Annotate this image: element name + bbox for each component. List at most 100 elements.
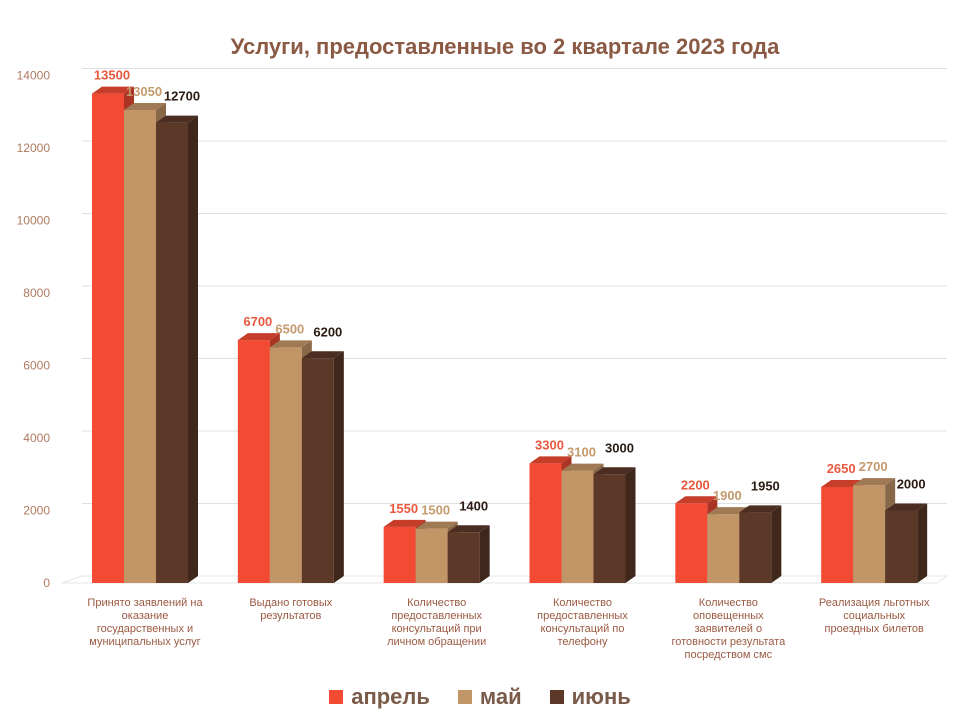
bar-top bbox=[269, 340, 312, 348]
data-label: 6200 bbox=[313, 324, 342, 339]
data-label: 2000 bbox=[897, 477, 926, 492]
y-tick-label: 12000 bbox=[17, 141, 51, 155]
bar-апрель bbox=[529, 463, 562, 583]
x-tick-label: Количество bbox=[553, 597, 612, 609]
bar-апрель bbox=[675, 503, 708, 583]
bar-апрель bbox=[383, 526, 416, 583]
bar-top bbox=[561, 463, 604, 471]
bar-июнь bbox=[885, 510, 918, 583]
x-tick-label: предоставленных bbox=[391, 610, 482, 622]
x-tick-label: муниципальных услуг bbox=[89, 636, 200, 648]
x-tick-label: предоставленных bbox=[537, 610, 628, 622]
y-tick-label: 8000 bbox=[23, 286, 50, 300]
data-label: 6700 bbox=[243, 314, 272, 329]
legend-swatch bbox=[457, 690, 472, 704]
bar-top bbox=[853, 478, 896, 486]
data-label: 3300 bbox=[535, 437, 564, 452]
bar-апрель bbox=[821, 486, 854, 583]
data-label: 1550 bbox=[389, 501, 418, 516]
bar-май bbox=[269, 347, 302, 583]
x-tick-label: заявителей о bbox=[695, 623, 763, 635]
data-label: 2700 bbox=[859, 459, 888, 474]
bar-top bbox=[124, 102, 166, 110]
data-label: 3000 bbox=[605, 440, 634, 455]
x-tick-label: Реализация льготных bbox=[819, 597, 930, 609]
legend: апрель май июнь bbox=[0, 684, 960, 710]
y-tick-label: 6000 bbox=[23, 359, 50, 373]
bar-top bbox=[301, 351, 344, 359]
x-tick-label: Количество bbox=[407, 597, 466, 609]
bar-май bbox=[853, 485, 886, 583]
y-tick-label: 10000 bbox=[17, 214, 51, 228]
data-label: 3100 bbox=[567, 445, 596, 460]
bar-top bbox=[675, 496, 718, 504]
x-tick-label: телефону bbox=[558, 636, 608, 648]
legend-item: апрель bbox=[329, 684, 430, 710]
y-tick-label: 0 bbox=[43, 576, 50, 590]
x-tick-label: социальных bbox=[843, 610, 905, 622]
x-tick-label: Принято заявлений на bbox=[87, 597, 203, 609]
bar-side bbox=[917, 503, 928, 583]
bar-июнь bbox=[301, 358, 334, 583]
bar-top bbox=[707, 507, 750, 515]
data-label: 6500 bbox=[275, 321, 304, 336]
bar-top bbox=[447, 525, 490, 533]
x-tick-label: проездных билетов bbox=[825, 623, 924, 635]
bar-май bbox=[561, 470, 594, 583]
bar-side bbox=[188, 115, 198, 583]
bar-top bbox=[156, 115, 198, 123]
legend-swatch bbox=[329, 690, 344, 704]
bar-май bbox=[707, 514, 740, 583]
y-tick-label: 14000 bbox=[17, 69, 51, 83]
data-label: 2200 bbox=[681, 477, 710, 492]
legend-label: апрель bbox=[351, 684, 430, 709]
x-tick-label: готовности результата bbox=[671, 636, 786, 648]
bar-top bbox=[593, 467, 636, 475]
bar-top bbox=[821, 479, 864, 487]
data-label: 1500 bbox=[421, 503, 450, 518]
data-label: 12700 bbox=[164, 89, 200, 104]
bar-май bbox=[124, 109, 156, 583]
x-tick-label: консультаций при bbox=[392, 623, 482, 635]
data-label: 13500 bbox=[94, 68, 130, 83]
data-label: 1900 bbox=[713, 488, 742, 503]
bar-side bbox=[479, 525, 490, 583]
y-tick-label: 2000 bbox=[23, 504, 50, 518]
bar-июнь bbox=[447, 532, 480, 583]
x-tick-label: посредством смс bbox=[685, 649, 773, 661]
bar-май bbox=[415, 528, 448, 583]
bar-top bbox=[92, 86, 134, 94]
chart-floor bbox=[61, 575, 949, 584]
legend-label: май bbox=[479, 684, 522, 709]
bar-top bbox=[237, 333, 280, 341]
bar-июнь bbox=[593, 474, 626, 583]
bar-апрель bbox=[92, 93, 124, 583]
bar-top bbox=[885, 503, 928, 511]
x-tick-label: оказание bbox=[122, 610, 169, 622]
x-tick-label: Количество bbox=[699, 597, 758, 609]
x-tick-label: личном обращении bbox=[387, 636, 486, 648]
x-tick-label: консультаций по bbox=[541, 623, 625, 635]
bar-side bbox=[333, 351, 344, 583]
bar-top bbox=[529, 456, 572, 464]
x-tick-label: Выдано готовых bbox=[249, 597, 332, 609]
x-tick-label: оповещенных bbox=[693, 610, 764, 622]
y-tick-label: 4000 bbox=[23, 431, 50, 445]
data-label: 1400 bbox=[459, 498, 488, 513]
legend-item: май bbox=[457, 684, 522, 710]
chart-title: Услуги, предоставленные во 2 квартале 20… bbox=[230, 34, 780, 59]
bar-top bbox=[415, 521, 458, 529]
legend-label: июнь bbox=[571, 684, 631, 709]
data-label: 13050 bbox=[126, 84, 162, 99]
x-tick-label: государственных и bbox=[97, 623, 193, 635]
bar-top bbox=[383, 519, 426, 527]
bar-июнь bbox=[156, 122, 188, 583]
bar-side bbox=[625, 467, 636, 583]
legend-item: июнь bbox=[549, 684, 631, 710]
bar-апрель bbox=[237, 340, 270, 583]
bar-side bbox=[771, 505, 782, 583]
bar-top bbox=[739, 505, 782, 513]
data-label: 1950 bbox=[751, 478, 780, 493]
data-label: 2650 bbox=[827, 461, 856, 476]
